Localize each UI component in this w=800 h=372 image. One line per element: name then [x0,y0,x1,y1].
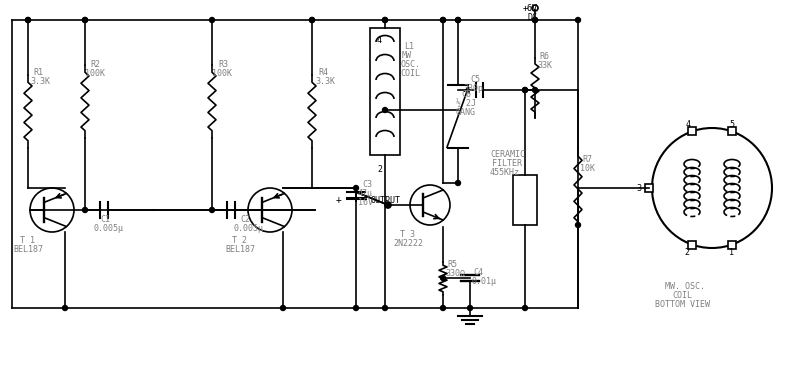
Circle shape [522,87,527,93]
Circle shape [441,17,446,22]
Text: 100K: 100K [85,69,105,78]
Text: OSC.: OSC. [400,60,420,69]
Text: C5: C5 [470,75,480,84]
Text: R6: R6 [539,52,549,61]
Circle shape [354,186,358,190]
Text: 0.005μ: 0.005μ [93,224,123,233]
Text: C2: C2 [240,215,250,224]
Bar [513,175,537,225]
Text: OUTPUT: OUTPUT [370,196,400,205]
Bar [688,241,696,249]
Text: R1: R1 [33,68,43,77]
Bar [645,184,653,192]
Circle shape [522,305,527,311]
Text: L1: L1 [404,42,414,51]
Text: 5: 5 [729,120,734,129]
Circle shape [310,17,314,22]
Text: CERAMIC: CERAMIC [490,150,525,159]
Bar [728,241,736,249]
Circle shape [455,180,461,186]
Circle shape [281,305,286,311]
Circle shape [441,17,446,22]
Text: BEL187: BEL187 [13,245,43,254]
Text: GANG: GANG [456,108,476,117]
Text: 3: 3 [636,184,641,193]
Circle shape [26,17,30,22]
Circle shape [522,87,527,93]
Text: 3.3K: 3.3K [315,77,335,86]
Text: COIL: COIL [672,291,692,300]
Circle shape [382,108,387,112]
Text: 2: 2 [377,165,382,174]
Text: T 3: T 3 [400,230,415,239]
Circle shape [441,305,446,311]
Text: 0.005μ: 0.005μ [233,224,263,233]
Text: +: + [336,195,342,205]
Text: T 2: T 2 [232,236,247,245]
Text: 47μ: 47μ [358,189,373,198]
Circle shape [386,202,390,208]
Bar [688,127,696,135]
Text: ½ 2J: ½ 2J [456,99,476,108]
Text: 33K: 33K [537,61,552,70]
Circle shape [575,222,581,228]
Text: MW: MW [402,51,412,60]
Text: C1: C1 [100,215,110,224]
Text: BOTTOM VIEW: BOTTOM VIEW [655,300,710,309]
Text: 100K: 100K [212,69,232,78]
Circle shape [467,305,473,311]
Text: COIL: COIL [400,69,420,78]
Text: R4: R4 [318,68,328,77]
Bar [370,28,400,155]
Circle shape [382,17,387,22]
Circle shape [82,17,87,22]
Text: 455KHz: 455KHz [490,168,520,177]
Circle shape [82,17,87,22]
Text: 16V: 16V [358,198,373,207]
Circle shape [310,17,314,22]
Circle shape [455,17,461,22]
Circle shape [210,208,214,212]
Text: 330Ω: 330Ω [445,269,465,278]
Text: 0.01μ: 0.01μ [471,277,496,286]
Circle shape [455,17,461,22]
Circle shape [533,87,538,93]
Text: 2N2222: 2N2222 [393,239,423,248]
Text: BEL187: BEL187 [225,245,255,254]
Text: T 1: T 1 [20,236,35,245]
Text: 1: 1 [729,248,734,257]
Text: R2: R2 [90,60,100,69]
Text: C3: C3 [362,180,372,189]
Circle shape [62,305,67,311]
Circle shape [382,305,387,311]
Text: 3.3K: 3.3K [30,77,50,86]
Text: R3: R3 [218,60,228,69]
Text: R7: R7 [582,155,592,164]
Text: C6: C6 [461,90,471,99]
Circle shape [210,17,214,22]
Text: +6V: +6V [523,4,538,13]
Text: R5: R5 [447,260,457,269]
Text: 4: 4 [686,120,691,129]
Text: C4: C4 [473,268,483,277]
Bar [728,127,736,135]
Text: 4: 4 [377,36,382,45]
Circle shape [354,305,358,311]
Text: MW. OSC.: MW. OSC. [665,282,705,291]
Circle shape [533,17,538,22]
Circle shape [382,17,387,22]
Circle shape [26,17,30,22]
Text: 330p: 330p [463,84,483,93]
Text: DC: DC [527,13,537,22]
Circle shape [441,276,446,280]
Circle shape [575,17,581,22]
Text: FILTER: FILTER [492,159,522,168]
Text: 10K: 10K [580,164,595,173]
Circle shape [82,208,87,212]
Circle shape [533,17,538,22]
Text: 2: 2 [684,248,689,257]
